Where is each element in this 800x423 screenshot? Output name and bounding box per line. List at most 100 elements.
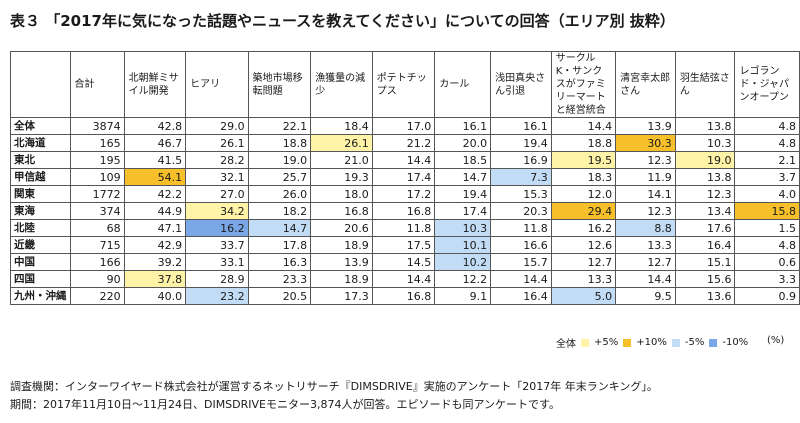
value-cell: 0.9 [734,287,800,305]
value-cell: 26.1 [185,134,249,152]
value-cell: 14.7 [434,168,492,186]
value-cell: 20.3 [490,202,552,220]
region-cell: 北陸 [10,219,71,237]
region-cell: 東北 [10,151,71,169]
footnote-survey: 調査機関：インターワイヤード株式会社が運営するネットリサーチ『DIMSDRIVE… [10,380,658,393]
value-cell: 8.8 [615,219,676,237]
value-cell: 18.8 [247,134,312,152]
value-cell: 15.1 [674,253,736,271]
value-cell: 29.0 [185,117,249,135]
value-cell: 14.5 [371,253,436,271]
value-cell: 4.0 [734,185,800,203]
value-cell: 10.3 [674,134,736,152]
value-cell: 2.1 [734,151,800,169]
value-cell: 33.7 [185,236,249,254]
value-cell: 12.7 [615,253,676,271]
value-cell: 28.2 [185,151,249,169]
header-row: 合計 北朝鮮ミサイル開発 ヒアリ 築地市場移転問題 漁獲量の減少 ポテトチップス… [10,51,800,118]
value-cell: 12.0 [550,185,617,203]
legend-label: +10% [636,337,667,348]
value-cell: 20.5 [247,287,312,305]
header-cell: 清宮幸太郎さん [615,51,676,118]
header-cell: 羽生結弦さん [674,51,736,118]
value-cell: 42.8 [123,117,187,135]
value-cell: 40.0 [123,287,187,305]
value-cell: 39.2 [123,253,187,271]
total-cell: 166 [69,253,125,271]
legend-swatch-plus10 [623,338,632,347]
value-cell: 16.2 [185,219,249,237]
value-cell: 34.2 [185,202,249,220]
value-cell: 41.5 [123,151,187,169]
header-cell: 漁獲量の減少 [310,51,373,118]
total-cell: 109 [69,168,125,186]
value-cell: 12.3 [615,151,676,169]
total-cell: 715 [69,236,125,254]
value-cell: 13.4 [674,202,736,220]
value-cell: 25.7 [247,168,312,186]
value-cell: 23.2 [185,287,249,305]
region-cell: 近畿 [10,236,71,254]
region-cell: 四国 [10,270,71,288]
header-cell [10,51,71,118]
value-cell: 29.4 [550,202,617,220]
value-cell: 13.3 [550,270,617,288]
value-cell: 17.4 [434,202,492,220]
value-cell: 4.8 [734,117,800,135]
value-cell: 12.3 [615,202,676,220]
value-cell: 19.0 [674,151,736,169]
value-cell: 30.3 [615,134,676,152]
value-cell: 23.3 [247,270,312,288]
value-cell: 3.3 [734,270,800,288]
value-cell: 12.2 [434,270,492,288]
value-cell: 11.8 [371,219,436,237]
value-cell: 14.7 [247,219,312,237]
header-cell: サークルK・サンクスがファミリーマートと経営統合 [550,51,617,118]
value-cell: 42.2 [123,185,187,203]
value-cell: 19.4 [490,134,552,152]
value-cell: 19.0 [247,151,312,169]
value-cell: 14.4 [550,117,617,135]
value-cell: 18.9 [310,270,373,288]
legend-label: -5% [684,337,705,348]
value-cell: 18.2 [247,202,312,220]
footnote-period: 期間：2017年11月10日～11月24日、DIMSDRIVEモニター3,874… [10,398,560,411]
table-row: 北海道 165 46.7 26.1 18.8 26.1 21.2 20.0 19.4 18.8 30… [10,134,800,152]
value-cell: 13.8 [674,168,736,186]
value-cell: 32.1 [185,168,249,186]
value-cell: 19.5 [550,151,617,169]
value-cell: 14.1 [615,185,676,203]
value-cell: 4.8 [734,236,800,254]
header-cell: ポテトチップス [371,51,436,118]
value-cell: 13.3 [615,236,676,254]
value-cell: 1.5 [734,219,800,237]
value-cell: 10.1 [434,236,492,254]
header-cell: レゴランド・ジャパンオープン [734,51,800,118]
value-cell: 44.9 [123,202,187,220]
table-row: 甲信越 109 54.1 32.1 25.7 19.3 17.4 14.7 7.3 18.3 11.… [10,168,800,186]
value-cell: 15.7 [490,253,552,271]
legend-swatch-plus5 [581,338,589,347]
value-cell: 18.3 [550,168,617,186]
value-cell: 16.6 [490,236,552,254]
header-cell: 北朝鮮ミサイル開発 [123,51,187,118]
value-cell: 21.0 [310,151,373,169]
total-cell: 90 [69,270,125,288]
value-cell: 16.4 [674,236,736,254]
value-cell: 17.8 [247,236,312,254]
value-cell: 7.3 [490,168,552,186]
value-cell: 37.8 [123,270,187,288]
value-cell: 12.3 [674,185,736,203]
header-cell: 合計 [69,51,125,118]
value-cell: 17.5 [371,236,436,254]
value-cell: 16.8 [371,287,436,305]
region-cell: 甲信越 [10,168,71,186]
value-cell: 19.4 [434,185,492,203]
header-cell: ヒアリ [185,51,249,118]
value-cell: 5.0 [550,287,617,305]
value-cell: 13.9 [310,253,373,271]
value-cell: 47.1 [123,219,187,237]
legend: 全体 +5% +10% -5% -10% [556,335,748,350]
header-cell: カール [434,51,492,118]
value-cell: 20.0 [434,134,492,152]
